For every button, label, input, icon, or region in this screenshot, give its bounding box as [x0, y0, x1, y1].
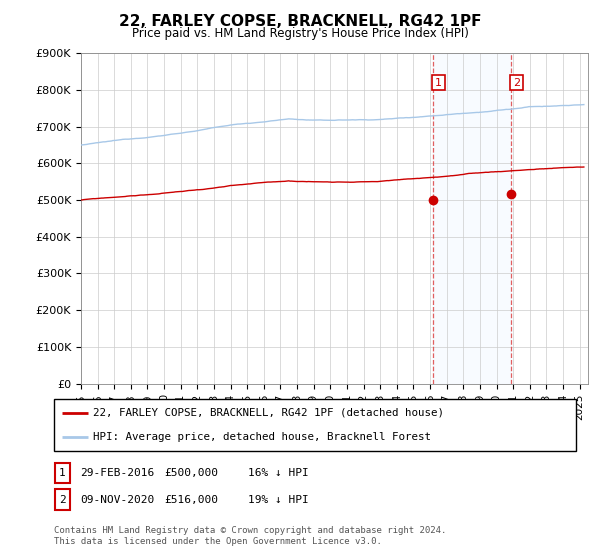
Text: 09-NOV-2020: 09-NOV-2020 [80, 494, 154, 505]
Text: Price paid vs. HM Land Registry's House Price Index (HPI): Price paid vs. HM Land Registry's House … [131, 27, 469, 40]
Text: 22, FARLEY COPSE, BRACKNELL, RG42 1PF: 22, FARLEY COPSE, BRACKNELL, RG42 1PF [119, 14, 481, 29]
Text: 1: 1 [435, 78, 442, 87]
Text: Contains HM Land Registry data © Crown copyright and database right 2024.
This d: Contains HM Land Registry data © Crown c… [54, 526, 446, 546]
Text: 22, FARLEY COPSE, BRACKNELL, RG42 1PF (detached house): 22, FARLEY COPSE, BRACKNELL, RG42 1PF (d… [93, 408, 444, 418]
Text: £516,000: £516,000 [164, 494, 218, 505]
Text: 1: 1 [59, 468, 66, 478]
Text: £500,000: £500,000 [164, 468, 218, 478]
Text: 2: 2 [513, 78, 520, 87]
Text: 29-FEB-2016: 29-FEB-2016 [80, 468, 154, 478]
Bar [433, 53, 511, 384]
Text: HPI: Average price, detached house, Bracknell Forest: HPI: Average price, detached house, Brac… [93, 432, 431, 442]
Text: 16% ↓ HPI: 16% ↓ HPI [248, 468, 308, 478]
Text: 2: 2 [59, 494, 66, 505]
Text: 19% ↓ HPI: 19% ↓ HPI [248, 494, 308, 505]
